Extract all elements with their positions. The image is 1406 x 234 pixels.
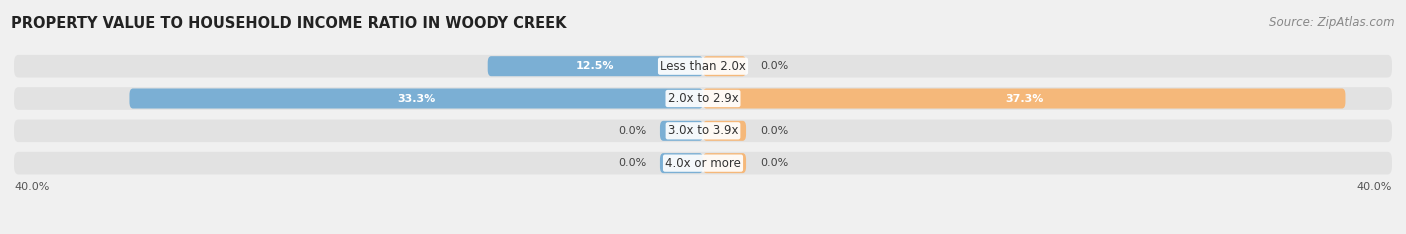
FancyBboxPatch shape bbox=[14, 87, 1392, 110]
Text: 4.0x or more: 4.0x or more bbox=[665, 157, 741, 170]
Text: 2.0x to 2.9x: 2.0x to 2.9x bbox=[668, 92, 738, 105]
Text: 40.0%: 40.0% bbox=[1357, 182, 1392, 192]
FancyBboxPatch shape bbox=[703, 121, 747, 141]
FancyBboxPatch shape bbox=[129, 88, 703, 109]
Text: 37.3%: 37.3% bbox=[1005, 94, 1043, 103]
Text: 12.5%: 12.5% bbox=[576, 61, 614, 71]
Text: 3.0x to 3.9x: 3.0x to 3.9x bbox=[668, 124, 738, 137]
Text: Less than 2.0x: Less than 2.0x bbox=[659, 60, 747, 73]
Text: 40.0%: 40.0% bbox=[14, 182, 49, 192]
Text: 0.0%: 0.0% bbox=[617, 158, 647, 168]
FancyBboxPatch shape bbox=[703, 56, 747, 76]
Text: 0.0%: 0.0% bbox=[759, 126, 789, 136]
Text: Source: ZipAtlas.com: Source: ZipAtlas.com bbox=[1270, 16, 1395, 29]
FancyBboxPatch shape bbox=[659, 153, 703, 173]
Text: 33.3%: 33.3% bbox=[396, 94, 436, 103]
FancyBboxPatch shape bbox=[488, 56, 703, 76]
Text: PROPERTY VALUE TO HOUSEHOLD INCOME RATIO IN WOODY CREEK: PROPERTY VALUE TO HOUSEHOLD INCOME RATIO… bbox=[11, 16, 567, 31]
FancyBboxPatch shape bbox=[14, 55, 1392, 77]
FancyBboxPatch shape bbox=[659, 121, 703, 141]
FancyBboxPatch shape bbox=[703, 88, 1346, 109]
FancyBboxPatch shape bbox=[703, 153, 747, 173]
Text: 0.0%: 0.0% bbox=[617, 126, 647, 136]
FancyBboxPatch shape bbox=[14, 152, 1392, 174]
FancyBboxPatch shape bbox=[14, 120, 1392, 142]
Text: 0.0%: 0.0% bbox=[759, 158, 789, 168]
Text: 0.0%: 0.0% bbox=[759, 61, 789, 71]
